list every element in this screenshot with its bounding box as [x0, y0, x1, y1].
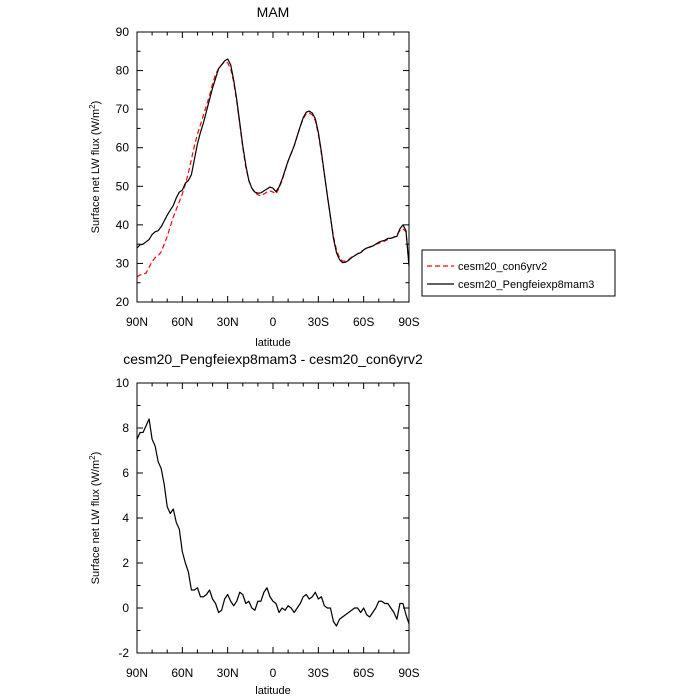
- bottom-x-tick-label: 30S: [308, 666, 329, 680]
- legend-label-pengfeiexp8mam3: cesm20_Pengfeiexp8mam3: [458, 279, 594, 291]
- top-y-tick-label: 40: [116, 218, 130, 232]
- bottom-y-tick-label: -2: [118, 646, 129, 660]
- top-x-tick-label: 90S: [398, 315, 419, 329]
- bottom-y-axis-label-close: ): [90, 452, 102, 456]
- bottom-tick-labels: 90N 60N 30N 0 30S 60S 90S -2 0 2 4 6 8 10: [116, 376, 420, 680]
- bottom-x-axis-label: latitude: [255, 685, 290, 697]
- bottom-axis-ticks: [136, 382, 410, 654]
- top-series-line-1: [136, 58, 410, 267]
- top-y-tick-label: 20: [116, 295, 130, 309]
- legend-box: [421, 249, 616, 297]
- bottom-x-tick-label: 30N: [217, 666, 239, 680]
- bottom-y-tick-label: 10: [116, 376, 130, 390]
- top-y-tick-label: 90: [116, 25, 130, 39]
- top-series-line-0: [136, 61, 410, 278]
- top-y-tick-label: 60: [116, 141, 130, 155]
- legend-label-con6yrv2: cesm20_con6yrv2: [458, 261, 547, 273]
- bottom-panel: cesm20_Pengfeiexp8mam3 - cesm20_con6yrv2…: [88, 351, 423, 697]
- bottom-series-lines: [136, 418, 410, 627]
- bottom-x-tick-label: 90S: [398, 666, 419, 680]
- bottom-x-tick-label: 60S: [353, 666, 374, 680]
- bottom-y-tick-label: 6: [122, 466, 129, 480]
- bottom-x-tick-label: 90N: [126, 666, 148, 680]
- legend: cesm20_con6yrv2 cesm20_Pengfeiexp8mam3: [421, 249, 616, 297]
- top-x-tick-label: 30S: [308, 315, 329, 329]
- top-x-tick-label: 90N: [126, 315, 148, 329]
- top-panel: MAM Surface net LW flux (W/m2) latitude …: [88, 4, 616, 349]
- bottom-x-tick-label: 60N: [171, 666, 193, 680]
- bottom-x-tick-label: 0: [270, 666, 277, 680]
- bottom-series-line-0: [136, 418, 410, 627]
- top-y-tick-label: 30: [116, 256, 130, 270]
- top-chart-title: MAM: [257, 4, 290, 20]
- top-series-lines: [136, 58, 410, 278]
- bottom-y-tick-label: 0: [122, 601, 129, 615]
- top-y-tick-label: 70: [116, 102, 130, 116]
- top-x-tick-label: 0: [270, 315, 277, 329]
- bottom-y-axis-label: Surface net LW flux (W/m2): [88, 452, 102, 585]
- top-y-axis-label-sup: 2: [88, 104, 97, 109]
- bottom-chart-title: cesm20_Pengfeiexp8mam3 - cesm20_con6yrv2: [123, 351, 423, 367]
- top-axis-ticks: [136, 31, 410, 303]
- bottom-y-tick-label: 2: [122, 556, 129, 570]
- top-y-axis-label: Surface net LW flux (W/m2): [88, 101, 102, 234]
- bottom-y-tick-label: 4: [122, 511, 129, 525]
- bottom-y-axis-label-sup: 2: [88, 455, 97, 460]
- bottom-y-tick-label: 8: [122, 421, 129, 435]
- top-x-tick-label: 60S: [353, 315, 374, 329]
- top-x-axis-label: latitude: [255, 337, 290, 349]
- top-x-tick-label: 30N: [217, 315, 239, 329]
- bottom-plot-frame: [136, 382, 410, 654]
- top-tick-labels: 90N 60N 30N 0 30S 60S 90S 20 30 40 50 60 70 80 90: [116, 25, 420, 329]
- top-y-tick-label: 50: [116, 179, 130, 193]
- top-y-axis-label-close: ): [90, 101, 102, 105]
- top-plot-frame: [136, 31, 410, 303]
- top-x-tick-label: 60N: [171, 315, 193, 329]
- top-y-tick-label: 80: [116, 64, 130, 78]
